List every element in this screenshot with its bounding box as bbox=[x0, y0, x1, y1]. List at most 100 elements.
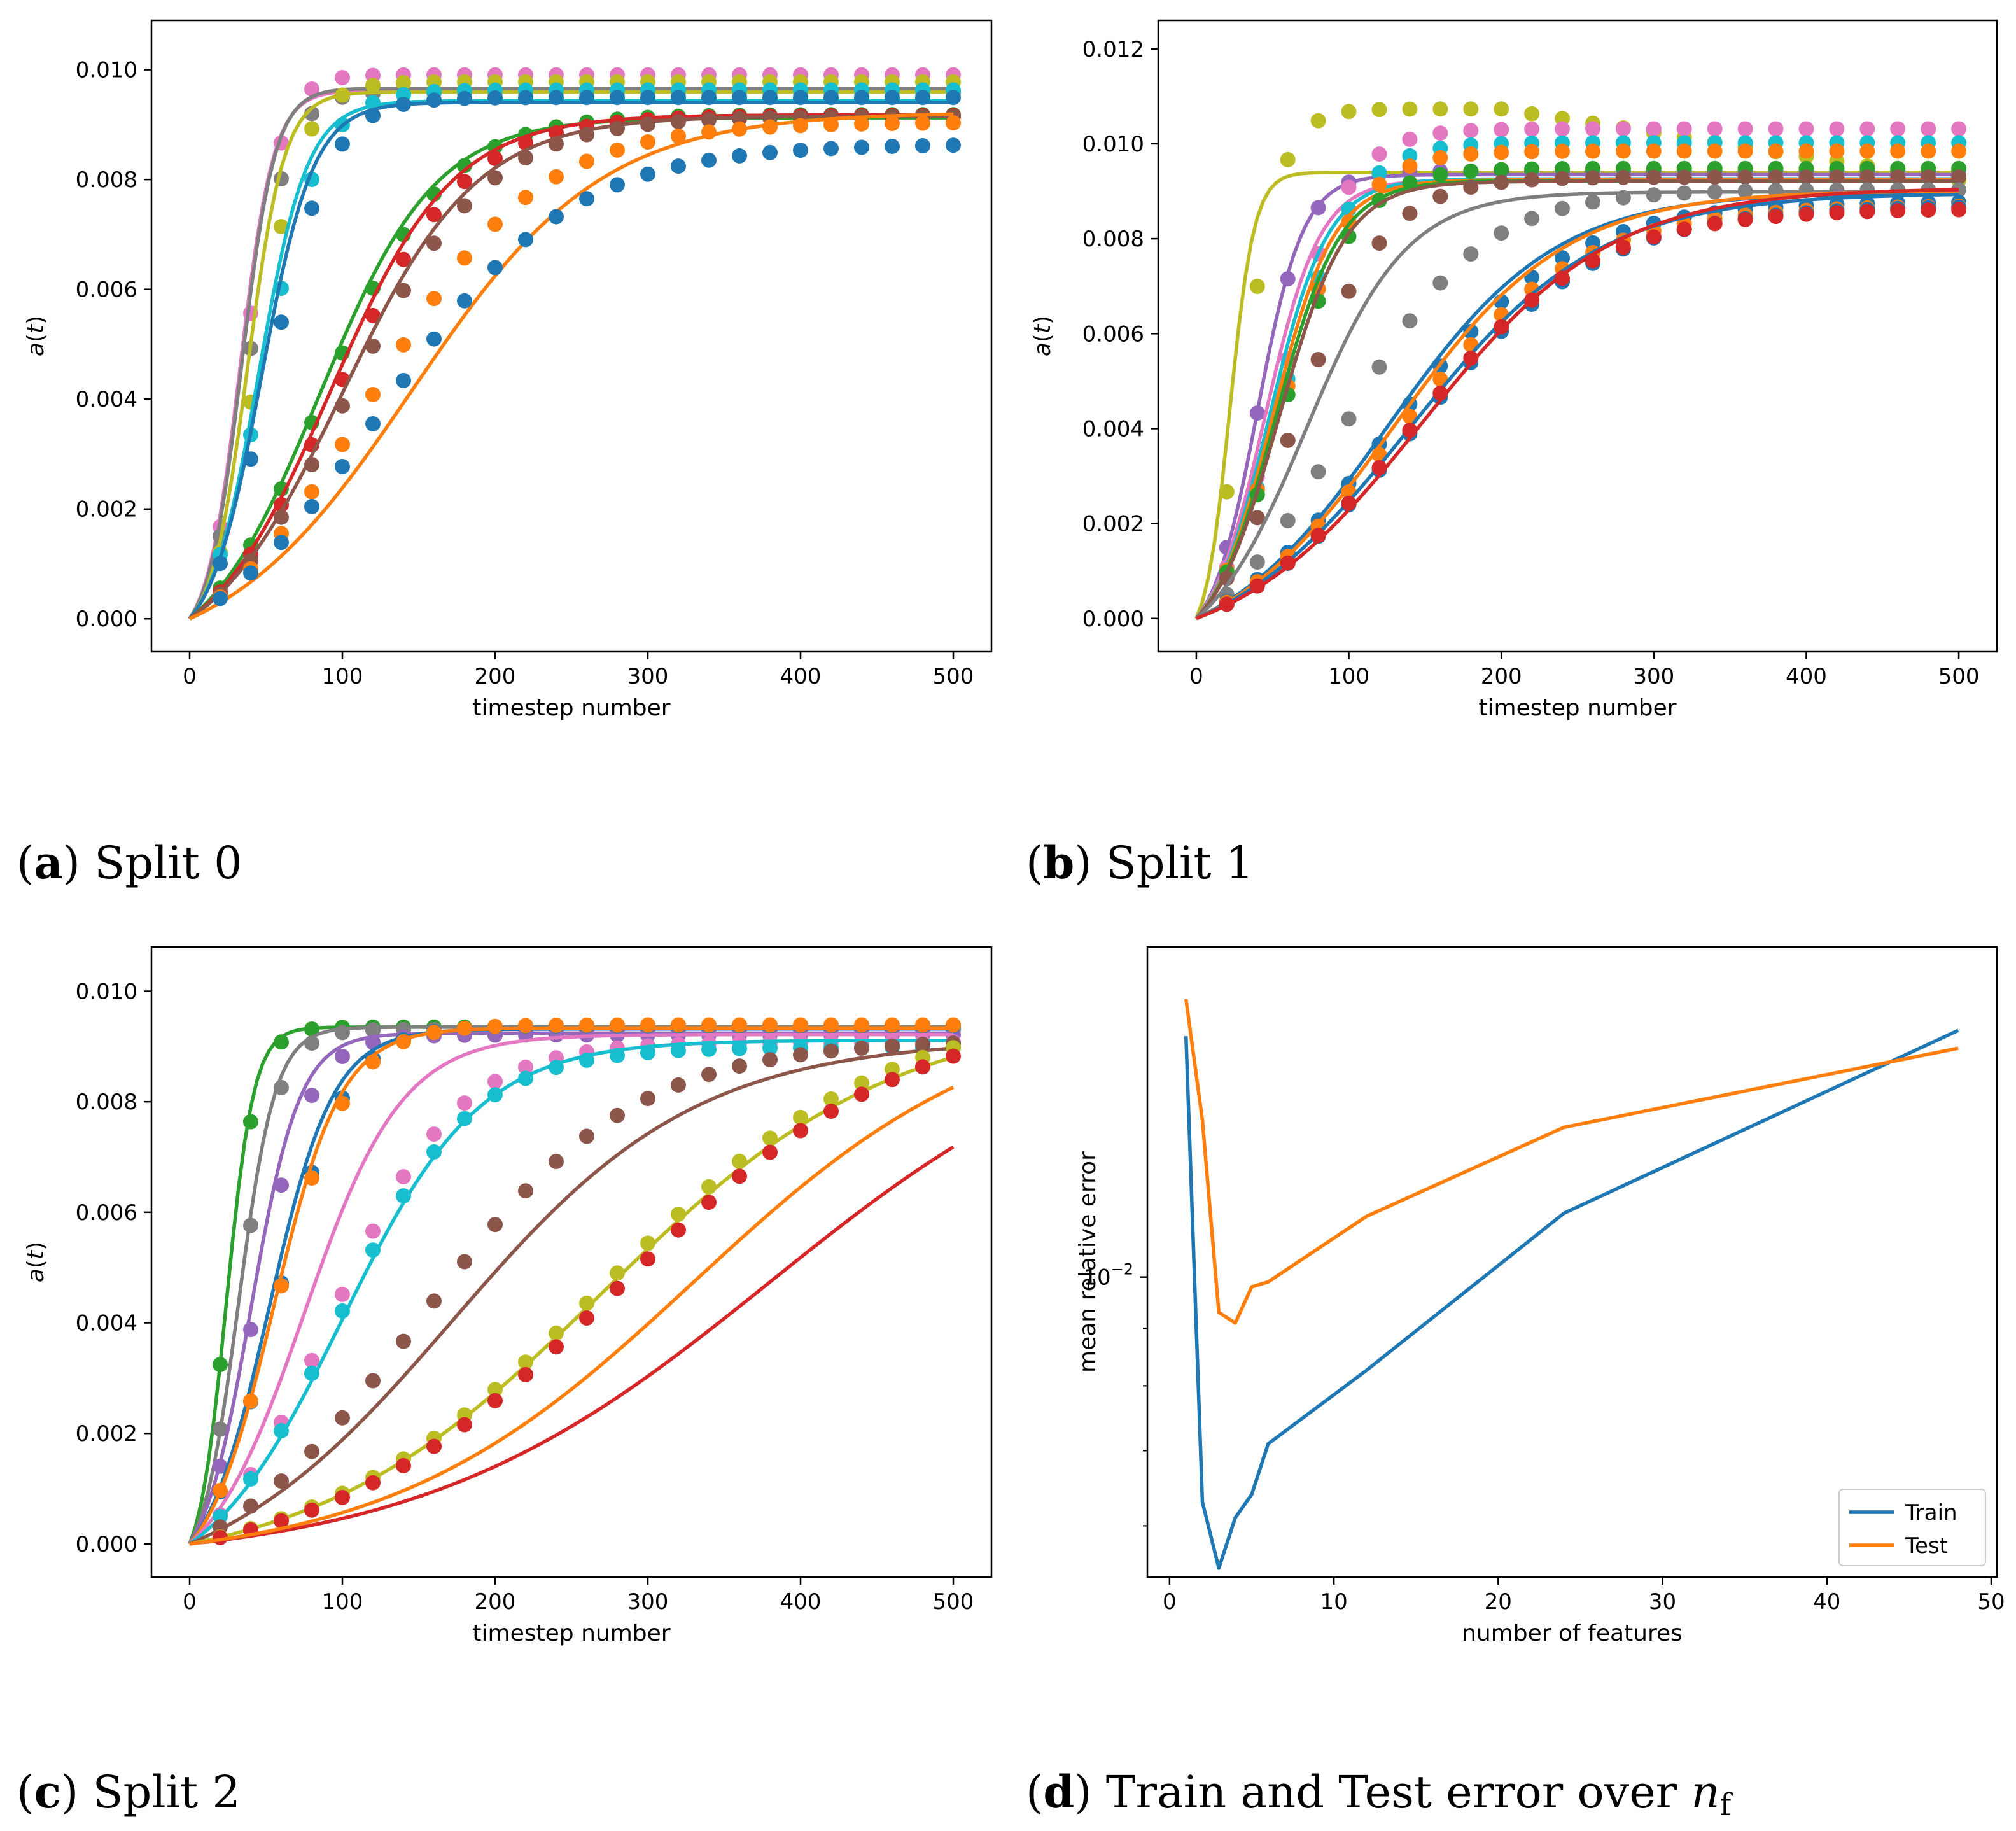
data-point-a-2 bbox=[335, 87, 350, 103]
data-point-a-4 bbox=[396, 96, 411, 112]
y-tick-label-a: 0.004 bbox=[76, 387, 137, 412]
data-point-a-7 bbox=[610, 120, 625, 136]
y-tick-label-a: 0.008 bbox=[76, 167, 137, 193]
data-point-a-8 bbox=[457, 250, 472, 266]
data-point-b-2 bbox=[1555, 121, 1570, 137]
data-point-c-4 bbox=[915, 1017, 930, 1033]
data-point-b-2 bbox=[1432, 125, 1448, 141]
data-point-c-6 bbox=[549, 1060, 564, 1076]
legend-label-train: Train bbox=[1905, 1500, 1957, 1526]
data-point-b-4 bbox=[1768, 143, 1784, 159]
data-point-c-1 bbox=[274, 1079, 289, 1095]
y-tick-label-b: 0.008 bbox=[1082, 227, 1144, 252]
data-point-c-4 bbox=[701, 1017, 717, 1033]
y-tick-label-b: 0.010 bbox=[1082, 132, 1144, 157]
data-point-c-7 bbox=[854, 1041, 869, 1056]
series-line-train bbox=[1184, 1028, 1959, 1570]
data-point-c-7 bbox=[793, 1047, 808, 1063]
data-point-c-9 bbox=[610, 1280, 625, 1296]
data-point-c-6 bbox=[274, 1423, 289, 1439]
data-point-b-0 bbox=[1371, 102, 1387, 118]
data-point-c-8 bbox=[762, 1130, 778, 1146]
data-point-a-4 bbox=[610, 90, 625, 106]
y-tick-label-c: 0.004 bbox=[76, 1311, 137, 1336]
data-point-c-9 bbox=[793, 1123, 808, 1139]
data-point-c-4 bbox=[457, 1020, 472, 1036]
data-point-b-6 bbox=[1768, 169, 1784, 185]
data-point-c-2 bbox=[274, 1177, 289, 1193]
data-point-a-8 bbox=[396, 337, 411, 353]
data-point-c-4 bbox=[365, 1054, 381, 1070]
data-point-b-6 bbox=[1585, 170, 1600, 186]
x-tick-label-b: 100 bbox=[1328, 664, 1369, 689]
data-point-b-6 bbox=[1402, 206, 1418, 221]
data-point-b-2 bbox=[1921, 121, 1936, 137]
x-tick-label-d: 40 bbox=[1813, 1589, 1840, 1615]
data-point-b-2 bbox=[1646, 121, 1662, 137]
data-point-b-7 bbox=[1555, 200, 1570, 216]
data-point-b-11 bbox=[1585, 253, 1600, 269]
data-point-c-8 bbox=[610, 1265, 625, 1281]
data-point-a-8 bbox=[823, 116, 839, 132]
data-point-c-7 bbox=[701, 1067, 717, 1083]
data-point-c-7 bbox=[274, 1473, 289, 1489]
data-point-a-4 bbox=[457, 90, 472, 106]
data-point-c-0 bbox=[213, 1357, 228, 1373]
legend-label-test: Test bbox=[1905, 1533, 1948, 1559]
data-point-c-4 bbox=[274, 1278, 289, 1294]
data-point-a-7 bbox=[671, 114, 686, 130]
data-point-b-7 bbox=[1432, 275, 1448, 291]
data-point-c-6 bbox=[213, 1508, 228, 1524]
data-point-a-8 bbox=[610, 142, 625, 158]
data-point-b-7 bbox=[1585, 194, 1600, 210]
data-point-c-7 bbox=[549, 1154, 564, 1169]
data-point-b-8 bbox=[1463, 323, 1479, 339]
data-point-b-1 bbox=[1280, 271, 1296, 287]
data-point-a-9 bbox=[732, 148, 747, 164]
x-tick-label-c: 400 bbox=[780, 1589, 822, 1615]
data-point-a-6 bbox=[457, 174, 472, 190]
data-point-c-5 bbox=[457, 1095, 472, 1111]
data-point-b-6 bbox=[1432, 188, 1448, 204]
data-point-b-2 bbox=[1890, 121, 1906, 137]
data-point-c-7 bbox=[426, 1293, 442, 1309]
data-point-c-5 bbox=[335, 1286, 350, 1302]
data-point-b-11 bbox=[1707, 216, 1723, 232]
data-point-c-5 bbox=[426, 1126, 442, 1142]
data-point-c-1 bbox=[243, 1217, 258, 1233]
data-point-b-11 bbox=[1371, 460, 1387, 475]
data-point-b-4 bbox=[1524, 144, 1540, 160]
data-point-a-0 bbox=[335, 70, 350, 85]
data-point-a-8 bbox=[915, 115, 930, 131]
data-point-b-7 bbox=[1249, 554, 1265, 570]
data-point-b-7 bbox=[1402, 313, 1418, 329]
series-line-c-2 bbox=[188, 1031, 953, 1545]
data-point-b-6 bbox=[1921, 169, 1936, 185]
data-point-b-4 bbox=[1951, 143, 1967, 159]
data-point-c-8 bbox=[823, 1091, 839, 1107]
data-point-b-9 bbox=[1402, 409, 1418, 424]
data-point-b-4 bbox=[1798, 143, 1814, 159]
data-point-b-11 bbox=[1676, 221, 1692, 237]
data-point-c-9 bbox=[518, 1367, 533, 1382]
data-point-c-6 bbox=[335, 1303, 350, 1319]
data-point-a-8 bbox=[701, 124, 717, 140]
data-point-b-11 bbox=[1829, 205, 1845, 221]
series-line-a-1 bbox=[188, 87, 953, 620]
data-point-a-6 bbox=[426, 207, 442, 223]
data-point-a-2 bbox=[365, 78, 381, 94]
data-point-b-11 bbox=[1859, 204, 1875, 220]
data-point-c-4 bbox=[885, 1017, 900, 1033]
data-point-b-1 bbox=[1249, 405, 1265, 421]
data-point-c-9 bbox=[335, 1489, 350, 1505]
data-point-b-11 bbox=[1615, 239, 1631, 255]
data-point-c-9 bbox=[304, 1502, 319, 1518]
data-point-b-4 bbox=[1859, 143, 1875, 159]
x-tick-label-b: 0 bbox=[1189, 664, 1203, 689]
data-point-a-9 bbox=[885, 139, 900, 154]
y-tick-label-b: 0.012 bbox=[1082, 37, 1144, 62]
caption-a: (a) Split 0 bbox=[17, 836, 242, 889]
data-point-a-4 bbox=[335, 136, 350, 152]
data-point-b-0 bbox=[1524, 106, 1540, 122]
data-point-c-6 bbox=[304, 1365, 319, 1381]
